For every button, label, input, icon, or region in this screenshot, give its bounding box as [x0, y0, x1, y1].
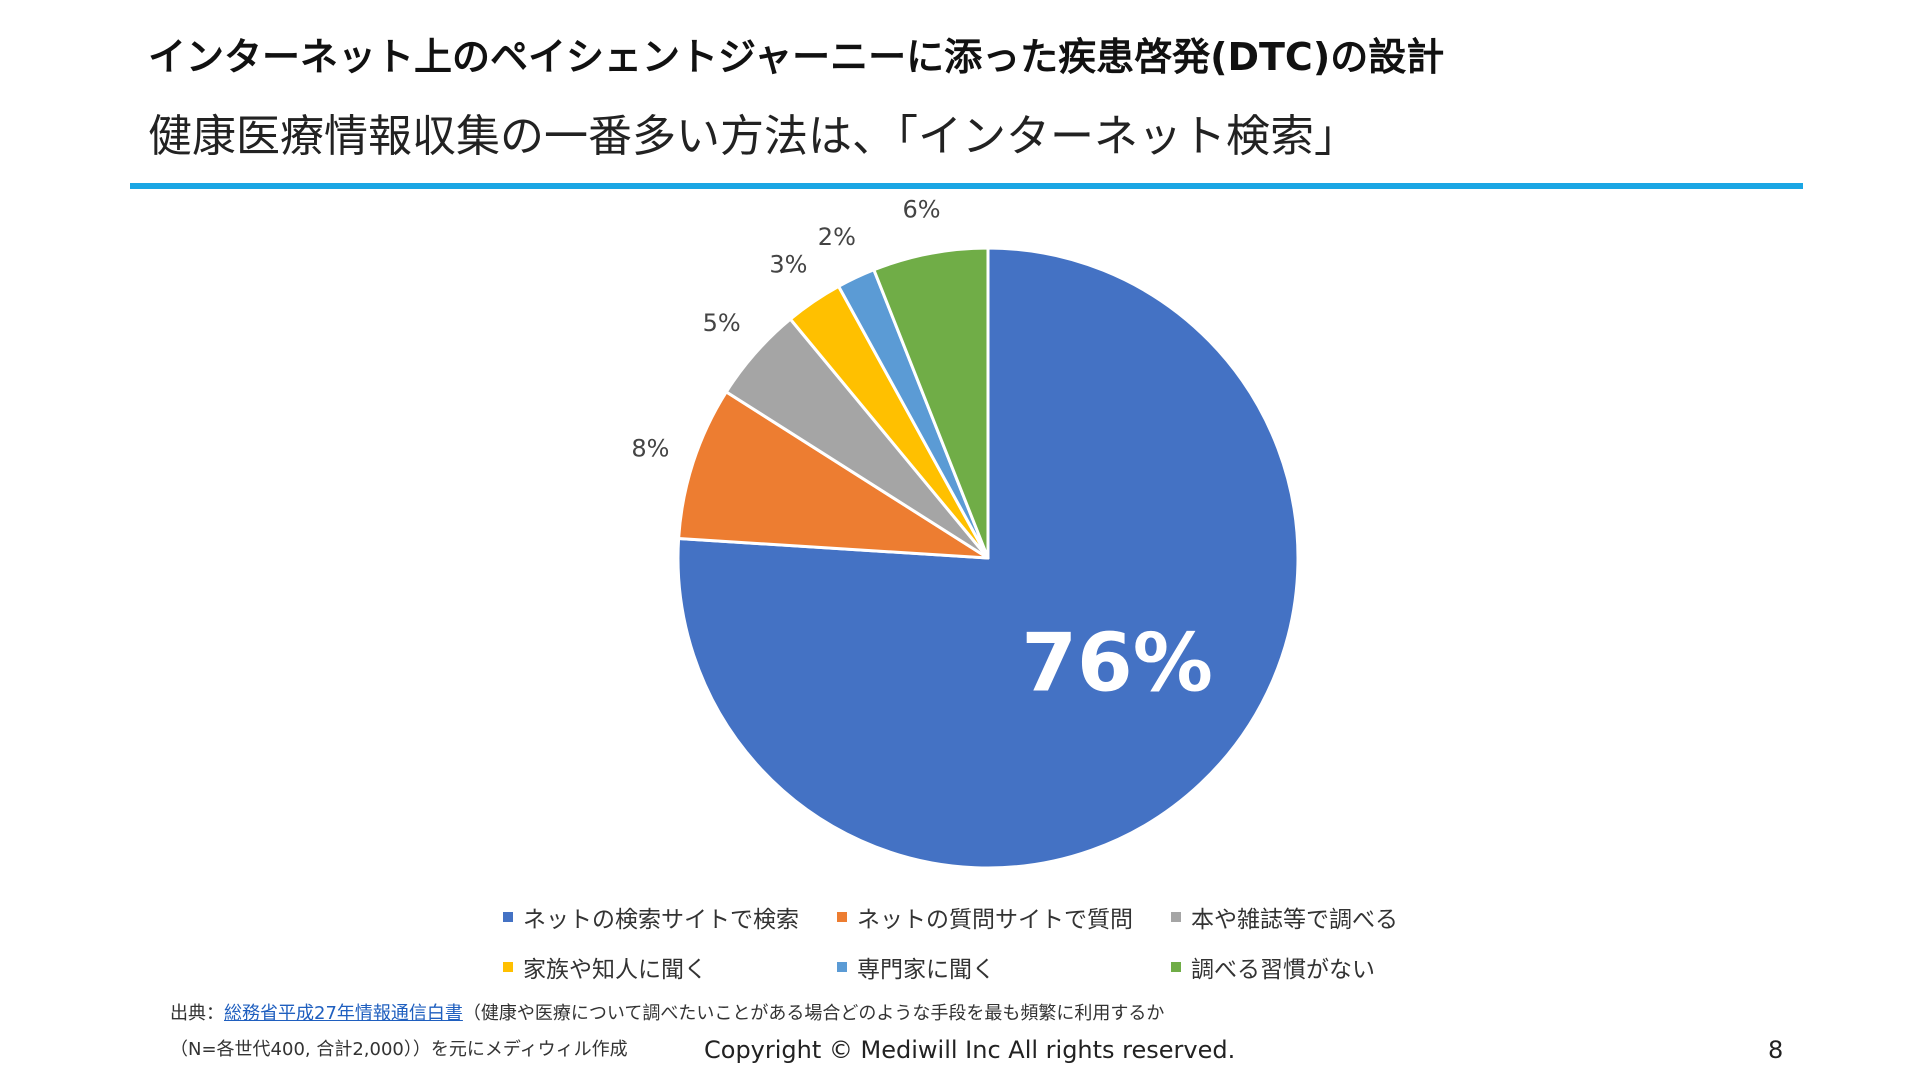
slice-label: 76% [1021, 616, 1212, 709]
legend-swatch [1171, 912, 1181, 922]
pie-slice [677, 390, 990, 560]
slide-title: インターネット上のペイシェントジャーニーに添った疾患啓発(DTC)の設計 [148, 35, 1445, 79]
legend-item: 家族や知人に聞く [503, 950, 837, 984]
legend-swatch [837, 912, 847, 922]
source-note: （健康や医療について調べたいことがある場合どのような手段を最も頻繁に利用するか [462, 1003, 1165, 1024]
legend-item: 本や雑誌等で調べる [1171, 900, 1431, 934]
slice-label: 3% [769, 250, 807, 278]
slice-label: 2% [818, 223, 856, 251]
copyright-notice: Copyright © Mediwill Inc All rights rese… [704, 1036, 1236, 1064]
legend-label: 調べる習慣がない [1191, 957, 1375, 983]
legend-label: 家族や知人に聞く [523, 957, 707, 983]
source-line-1: 出典：総務省平成27年情報通信白書（健康や医療について調べたいことがある場合どの… [170, 996, 1164, 1032]
legend-item: 調べる習慣がない [1171, 950, 1431, 984]
title-divider [130, 183, 1803, 189]
source-citation: 出典：総務省平成27年情報通信白書（健康や医療について調べたいことがある場合どの… [170, 996, 1164, 1068]
slice-label: 5% [703, 309, 741, 337]
source-link[interactable]: 総務省平成27年情報通信白書 [224, 1003, 463, 1024]
slice-label: 6% [902, 195, 940, 223]
chart-legend: ネットの検索サイトで検索 ネットの質問サイトで質問 本や雑誌等で調べる 家族や知… [503, 900, 1403, 984]
legend-item: ネットの検索サイトで検索 [503, 900, 837, 934]
legend-label: 専門家に聞く [857, 957, 995, 983]
pie-slice [872, 246, 990, 560]
slice-label: 8% [631, 434, 669, 462]
slide-subtitle: 健康医療情報収集の一番多い方法は、「インターネット検索」 [148, 111, 1358, 162]
legend-label: ネットの検索サイトで検索 [523, 907, 799, 933]
legend-swatch [503, 912, 513, 922]
page-number: 8 [1768, 1036, 1784, 1064]
legend-label: 本や雑誌等で調べる [1191, 907, 1398, 933]
legend-swatch [503, 962, 513, 972]
source-line-2: （N=各世代400, 合計2,000））を元にメディウィル作成 [170, 1039, 628, 1060]
source-prefix: 出典： [170, 1003, 224, 1024]
legend-swatch [1171, 962, 1181, 972]
legend-swatch [837, 962, 847, 972]
legend-item: 専門家に聞く [837, 950, 1171, 984]
legend-label: ネットの質問サイトで質問 [857, 907, 1133, 933]
legend-item: ネットの質問サイトで質問 [837, 900, 1171, 934]
